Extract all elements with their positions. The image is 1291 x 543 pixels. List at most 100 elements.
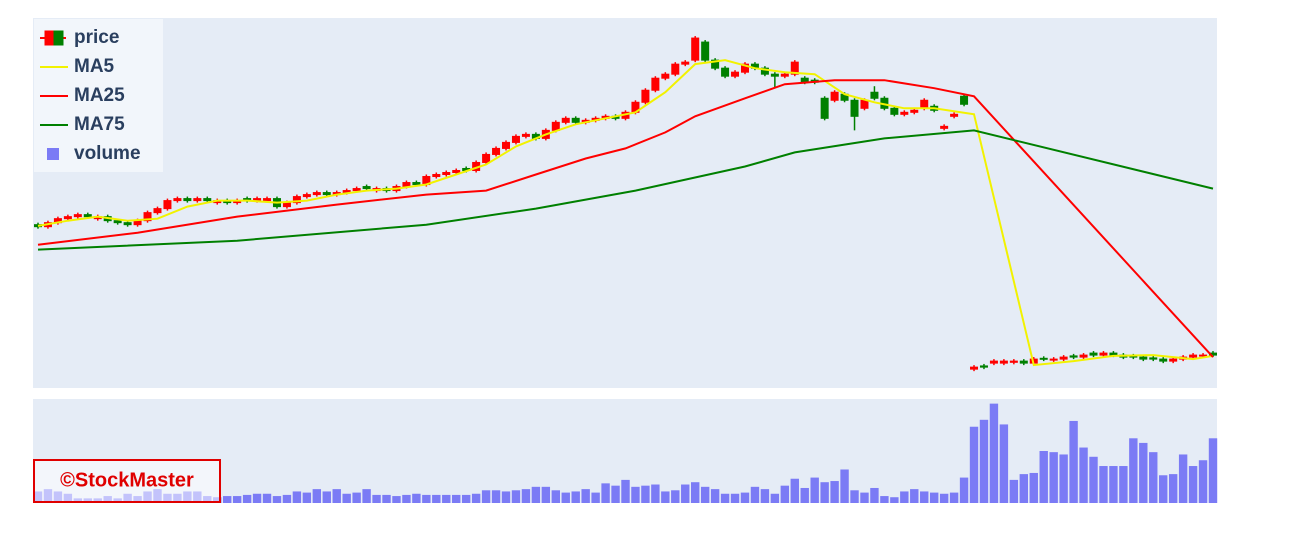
volume-bar: [900, 491, 909, 503]
volume-bar: [382, 494, 391, 503]
volume-bar: [392, 496, 401, 503]
volume-bar: [561, 492, 570, 503]
volume-bar: [860, 492, 869, 503]
candle-body: [1059, 356, 1068, 360]
candle-body: [651, 77, 660, 91]
candle-body: [1009, 360, 1018, 363]
volume-bar: [422, 494, 431, 503]
volume-bar: [432, 494, 441, 503]
candle-body: [193, 198, 202, 202]
candle-body: [123, 222, 132, 226]
volume-bar: [481, 490, 491, 503]
volume-bar: [412, 493, 421, 503]
legend-label: price: [74, 27, 119, 48]
candle-body: [1099, 352, 1108, 356]
volume-bar: [322, 491, 331, 503]
volume-bar: [979, 419, 989, 503]
volume-bar: [631, 486, 640, 503]
candle-body: [352, 188, 361, 192]
legend-label: volume: [74, 143, 141, 164]
candle-body: [711, 59, 720, 69]
volume-bar: [621, 479, 630, 503]
legend-icon: [53, 30, 64, 46]
candle-body: [731, 71, 740, 77]
volume-bar: [1139, 442, 1148, 503]
volume-bar: [342, 493, 351, 503]
candle-body: [989, 360, 998, 364]
candle-body: [870, 91, 879, 99]
candle-body: [63, 216, 72, 220]
candle-body: [1189, 354, 1198, 358]
volume-bar: [1168, 474, 1178, 503]
volume-bar: [790, 478, 799, 503]
candle-body: [452, 169, 461, 174]
volume-bar: [830, 481, 839, 503]
ma-line: [37, 79, 1214, 358]
candle-body: [561, 117, 570, 123]
volume-bar: [890, 497, 899, 503]
candle-body: [492, 147, 501, 155]
volume-bar: [999, 424, 1009, 503]
volume-bar: [521, 489, 531, 503]
volume-bar: [700, 486, 710, 503]
volume-bar: [1129, 438, 1138, 503]
volume-bar: [372, 494, 381, 503]
volume-bar: [541, 486, 551, 503]
legend-icon: [47, 148, 59, 160]
candle-body: [641, 89, 650, 103]
watermark-text: ©StockMaster: [60, 469, 194, 491]
candle-body: [312, 192, 321, 196]
volume-bar: [710, 489, 720, 503]
candle-body: [1039, 357, 1048, 360]
candle-body: [860, 99, 869, 109]
volume-bar: [272, 496, 282, 503]
candle-body: [691, 37, 700, 61]
volume-bar: [461, 494, 471, 503]
volume-bar: [1109, 466, 1118, 503]
candle-body: [1159, 358, 1168, 362]
price-plot-area: [33, 18, 1217, 388]
volume-bar: [1149, 452, 1158, 503]
candle-body: [1139, 356, 1148, 360]
ma-line: [37, 129, 1214, 251]
candle-body: [322, 192, 331, 196]
candle-body: [940, 125, 949, 129]
volume-bar: [880, 496, 889, 503]
candle-body: [292, 196, 301, 204]
volume-bar: [232, 496, 242, 503]
candle-body: [979, 365, 988, 368]
candle-body: [571, 117, 580, 123]
volume-bar: [501, 491, 511, 503]
candle-body: [153, 208, 162, 214]
candle-body: [302, 194, 311, 198]
candle-body: [970, 366, 979, 370]
volume-bar: [302, 492, 312, 503]
volume-bar: [1019, 474, 1029, 503]
candle-body: [780, 73, 789, 77]
candle-body: [113, 220, 122, 224]
candle-body: [1199, 354, 1208, 357]
volume-bar: [362, 489, 371, 503]
candle-body: [701, 41, 710, 61]
volume-bar: [671, 490, 680, 503]
volume-bar: [720, 493, 730, 503]
volume-bar: [222, 496, 232, 503]
candle-body: [362, 186, 371, 190]
candle-body: [1089, 352, 1098, 356]
candle-body: [740, 63, 749, 73]
volume-bar: [760, 489, 770, 503]
volume-bar: [262, 493, 272, 503]
volume-bar: [920, 491, 929, 503]
watermark-box: [33, 459, 221, 503]
legend-label: MA25: [74, 85, 125, 106]
volume-bar: [591, 492, 600, 503]
candle-body: [432, 174, 441, 178]
candle-body: [830, 91, 839, 101]
volume-bar: [581, 489, 590, 503]
volume-bar: [491, 490, 501, 503]
volume-bar: [1208, 438, 1218, 503]
volume-bar: [840, 469, 849, 503]
candle-body: [521, 133, 530, 137]
volume-bar: [651, 484, 660, 503]
